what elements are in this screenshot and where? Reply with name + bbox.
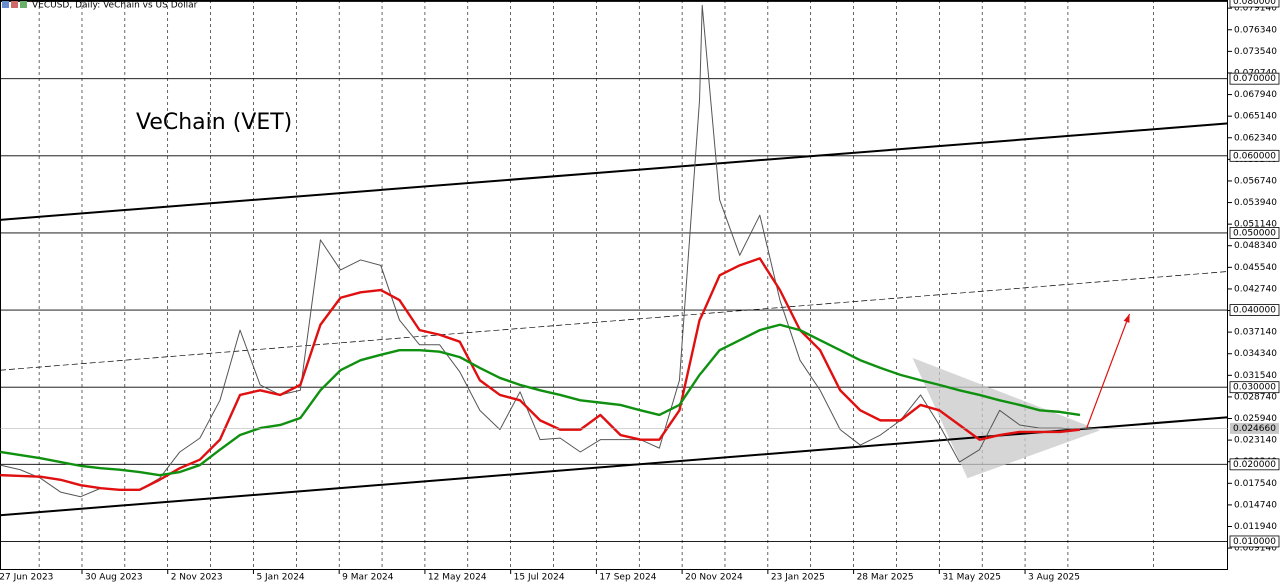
y-tick-label: 0.034340 <box>1234 349 1277 359</box>
x-tick-label: 12 May 2024 <box>428 573 487 583</box>
trendline <box>0 416 1229 517</box>
level-label-box <box>1229 72 1280 85</box>
y-tick-label: 0.045540 <box>1234 263 1277 273</box>
y-tick-label: 0.042740 <box>1234 284 1277 294</box>
y-tick-label: 0.028740 <box>1234 392 1277 402</box>
chart-header: VECUSD, Daily: VeChain vs US Dollar <box>32 1 198 11</box>
y-tick-label: 0.073540 <box>1234 47 1277 57</box>
y-tick-label: 0.051140 <box>1234 220 1277 230</box>
y-tick-label: 0.011940 <box>1234 522 1277 532</box>
last-price-box <box>1230 422 1279 434</box>
trendline <box>0 122 1229 221</box>
level-label: 0.010000 <box>1233 537 1276 547</box>
x-tick-label: 15 Jul 2024 <box>514 573 565 583</box>
y-tick-label: 0.048340 <box>1234 241 1277 251</box>
x-tick-label: 17 Sep 2024 <box>599 573 656 583</box>
y-tick-label: 0.009140 <box>1234 544 1277 554</box>
y-tick-label: 0.023140 <box>1234 436 1277 446</box>
y-tick-label: 0.025940 <box>1234 414 1277 424</box>
y-tick-label: 0.065140 <box>1234 112 1277 122</box>
x-tick-label: 27 Jun 2023 <box>0 573 53 583</box>
triangle-pattern <box>912 357 1101 479</box>
icon <box>20 1 27 8</box>
moving-average <box>0 257 1081 491</box>
y-tick-label: 0.014740 <box>1234 500 1277 510</box>
level-label: 0.060000 <box>1233 151 1276 161</box>
level-label: 0.080000 <box>1233 0 1276 7</box>
level-label: 0.020000 <box>1233 460 1276 470</box>
price-line <box>0 4 1081 498</box>
x-tick-label: 2 Nov 2023 <box>171 573 223 583</box>
arrow-head <box>1123 313 1130 323</box>
chart-title: VeChain (VET) <box>136 110 292 135</box>
plot-frame <box>0 0 1228 570</box>
x-tick-label: 5 Jan 2024 <box>256 573 304 583</box>
y-tick-label: 0.067940 <box>1234 90 1277 100</box>
icon <box>11 1 18 8</box>
y-tick-label: 0.017540 <box>1234 479 1277 489</box>
y-tick-label: 0.053940 <box>1234 198 1277 208</box>
level-label: 0.070000 <box>1233 74 1276 84</box>
level-label-box <box>1229 535 1280 548</box>
x-tick-label: 20 Nov 2024 <box>685 573 743 583</box>
y-tick-label: 0.031540 <box>1234 371 1277 381</box>
y-tick-label: 0.062340 <box>1234 133 1277 143</box>
x-tick-label: 23 Jan 2025 <box>771 573 825 583</box>
icon <box>2 1 9 8</box>
level-label: 0.030000 <box>1233 383 1276 393</box>
level-label-box <box>1229 304 1280 316</box>
last-price-label: 0.024660 <box>1233 424 1276 434</box>
level-label: 0.050000 <box>1233 228 1276 238</box>
forecast-arrow <box>1086 313 1131 429</box>
x-tick-label: 31 May 2025 <box>942 573 1001 583</box>
y-tick-label: 0.037140 <box>1234 328 1277 338</box>
plot-area <box>0 0 1229 570</box>
level-label-box <box>1229 0 1280 8</box>
y-tick-label: 0.079140 <box>1234 4 1277 14</box>
y-tick-label: 0.076340 <box>1234 25 1277 35</box>
x-tick-label: 30 Aug 2023 <box>85 573 143 583</box>
level-label-box <box>1229 458 1280 471</box>
x-tick-label: 28 Mar 2025 <box>857 573 914 583</box>
level-label: 0.040000 <box>1233 306 1276 316</box>
level-label-box <box>1229 149 1280 162</box>
level-label-box <box>1229 227 1280 239</box>
trendline <box>0 271 1229 371</box>
moving-average <box>0 323 1081 477</box>
level-label-box <box>1229 381 1280 394</box>
y-tick-label: 0.056740 <box>1234 176 1277 186</box>
x-tick-label: 9 Mar 2024 <box>342 573 394 583</box>
x-tick-label: 3 Aug 2025 <box>1028 573 1080 583</box>
